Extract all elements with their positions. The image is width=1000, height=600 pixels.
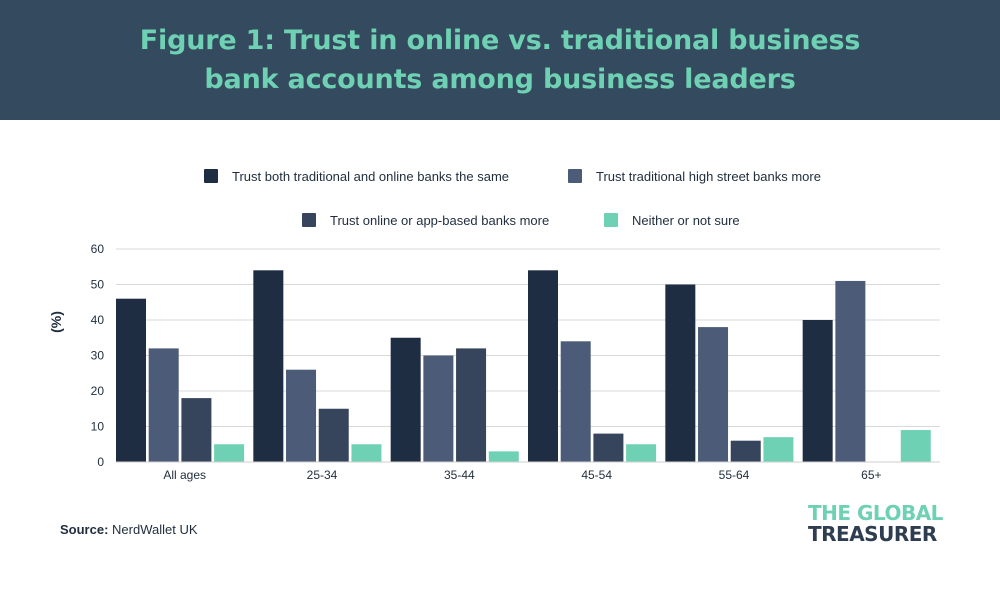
bar [665, 284, 696, 462]
logo-line-1: THE GLOBAL [808, 501, 943, 525]
legend-item-online: Trust online or app-based banks more [302, 208, 549, 232]
y-tick-label: 30 [91, 349, 105, 363]
bar [593, 433, 624, 462]
source-label: Source: [60, 522, 109, 537]
y-tick-label: 20 [91, 384, 105, 398]
source-note: Source: NerdWallet UK [60, 522, 198, 537]
bar [148, 348, 179, 462]
chart-title: Figure 1: Trust in online vs. traditiona… [139, 25, 861, 95]
legend-swatch [568, 169, 582, 183]
bar [423, 355, 454, 462]
logo-line-2: TREASURER [808, 522, 937, 546]
brand-logo: THE GLOBAL TREASURER [808, 503, 943, 545]
y-tick-label: 0 [97, 455, 104, 469]
x-tick-label: All ages [163, 468, 206, 482]
legend-label: Trust traditional high street banks more [596, 168, 821, 184]
bar [698, 327, 729, 462]
x-tick-label: 35-44 [444, 468, 475, 482]
legend-row-1: Trust both traditional and online banks … [0, 164, 1000, 188]
bar [560, 341, 591, 462]
y-tick-label: 60 [91, 242, 105, 256]
bar [730, 440, 761, 462]
y-tick-label: 40 [91, 313, 105, 327]
x-tick-label: 45-54 [581, 468, 612, 482]
bar [835, 280, 866, 462]
bar [900, 430, 931, 462]
legend-label: Trust online or app-based banks more [330, 212, 550, 228]
y-tick-label: 10 [91, 420, 105, 434]
legend-label: Neither or not sure [632, 212, 740, 228]
legend-swatch [302, 213, 316, 227]
legend-swatch [604, 213, 618, 227]
source-value: NerdWallet UK [112, 522, 198, 537]
bar [626, 444, 657, 462]
bar [253, 270, 284, 462]
bar [351, 444, 382, 462]
x-tick-label: 55-64 [719, 468, 750, 482]
bar [528, 270, 558, 462]
legend-swatch [204, 169, 218, 183]
x-tick-label: 25-34 [307, 468, 338, 482]
legend-item-traditional: Trust traditional high street banks more [568, 164, 821, 188]
bar [488, 451, 519, 462]
y-tick-label: 50 [91, 278, 105, 292]
x-tick-label: 65+ [861, 468, 881, 482]
bar [214, 444, 245, 462]
header-banner: Figure 1: Trust in online vs. traditiona… [0, 0, 1000, 120]
legend-row-2: Trust online or app-based banks more Nei… [0, 208, 1000, 232]
legend-label: Trust both traditional and online banks … [232, 168, 510, 184]
bar [456, 348, 487, 462]
bar [763, 437, 794, 462]
bar [802, 320, 833, 462]
bar [286, 369, 317, 462]
bar [181, 398, 212, 462]
bar [318, 408, 349, 462]
legend-item-same: Trust both traditional and online banks … [204, 164, 509, 188]
legend-item-neither: Neither or not sure [604, 208, 740, 232]
bar [116, 298, 146, 462]
bar [390, 337, 421, 462]
